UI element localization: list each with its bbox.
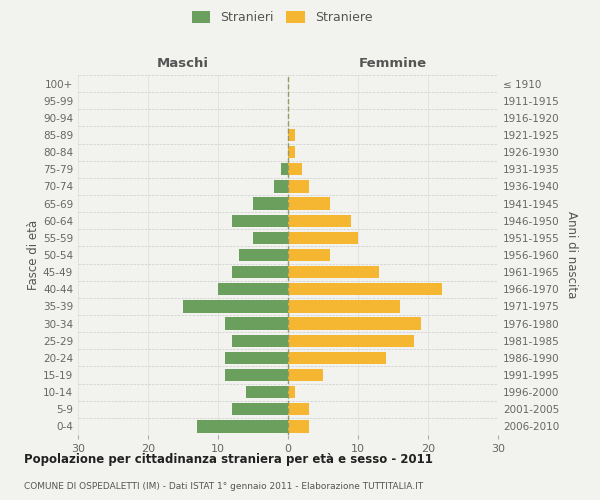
Bar	[232, 403, 288, 415]
Bar	[246, 386, 288, 398]
Bar	[288, 129, 295, 141]
Bar	[183, 300, 288, 312]
Bar	[288, 300, 400, 312]
Bar	[288, 386, 295, 398]
Bar	[218, 283, 288, 296]
Bar	[288, 318, 421, 330]
Bar	[281, 163, 288, 175]
Bar	[288, 266, 379, 278]
Text: Maschi: Maschi	[157, 57, 209, 70]
Bar	[288, 214, 351, 227]
Bar	[225, 318, 288, 330]
Bar	[225, 369, 288, 381]
Text: COMUNE DI OSPEDALETTI (IM) - Dati ISTAT 1° gennaio 2011 - Elaborazione TUTTITALI: COMUNE DI OSPEDALETTI (IM) - Dati ISTAT …	[24, 482, 423, 491]
Bar	[232, 266, 288, 278]
Bar	[274, 180, 288, 192]
Text: Popolazione per cittadinanza straniera per età e sesso - 2011: Popolazione per cittadinanza straniera p…	[24, 452, 433, 466]
Bar	[288, 163, 302, 175]
Bar	[232, 334, 288, 347]
Bar	[253, 232, 288, 244]
Bar	[288, 146, 295, 158]
Bar	[288, 334, 414, 347]
Bar	[288, 249, 330, 261]
Bar	[288, 403, 309, 415]
Bar	[225, 352, 288, 364]
Legend: Stranieri, Straniere: Stranieri, Straniere	[187, 6, 377, 29]
Y-axis label: Anni di nascita: Anni di nascita	[565, 212, 578, 298]
Text: Femmine: Femmine	[359, 57, 427, 70]
Bar	[288, 420, 309, 432]
Bar	[288, 352, 386, 364]
Bar	[197, 420, 288, 432]
Y-axis label: Fasce di età: Fasce di età	[27, 220, 40, 290]
Bar	[232, 214, 288, 227]
Bar	[239, 249, 288, 261]
Bar	[288, 283, 442, 296]
Bar	[253, 198, 288, 209]
Bar	[288, 180, 309, 192]
Bar	[288, 232, 358, 244]
Bar	[288, 369, 323, 381]
Bar	[288, 198, 330, 209]
